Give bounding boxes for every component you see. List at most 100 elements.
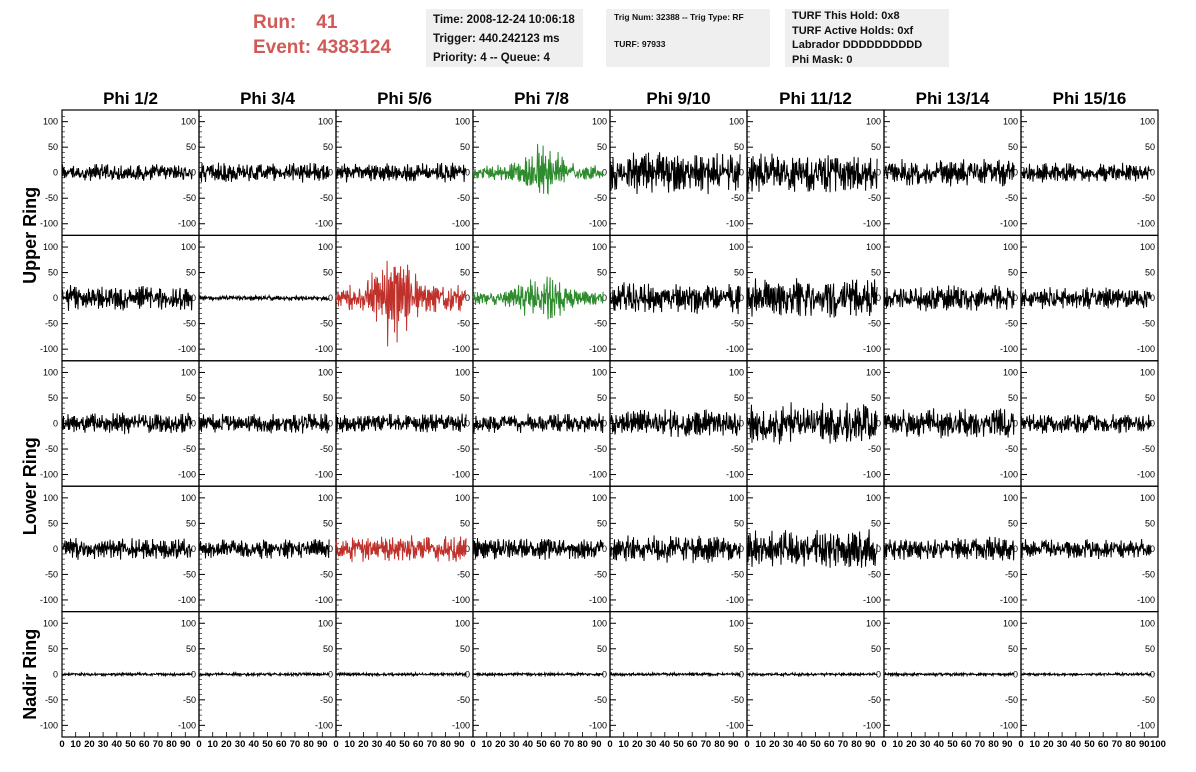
y-tick-label: -100 xyxy=(40,595,58,605)
y-tick-label: 100 xyxy=(592,242,607,252)
waveform-trace xyxy=(883,158,1015,187)
y-tick-label: 0 xyxy=(876,419,881,429)
y-tick-label: 50 xyxy=(323,393,333,403)
y-tick-label: 100 xyxy=(729,367,744,377)
waveform-trace xyxy=(883,536,1015,561)
x-tick-label: 80 xyxy=(303,739,314,750)
y-tick-label: -50 xyxy=(183,695,196,705)
y-tick-label: 0 xyxy=(1013,168,1018,178)
x-tick-label: 60 xyxy=(413,739,424,750)
y-tick-label: -100 xyxy=(452,219,470,229)
y-tick-label: -100 xyxy=(40,344,58,354)
turf-hold-line: TURF This Hold: 0x8 xyxy=(792,10,900,22)
y-tick-label: -50 xyxy=(868,695,881,705)
y-tick-label: -50 xyxy=(594,444,607,454)
waveform-trace xyxy=(335,162,467,183)
y-tick-label: 50 xyxy=(48,644,58,654)
run-event-info: Run: 41 Event: 4383124 xyxy=(253,10,391,60)
x-tick-label: 80 xyxy=(577,739,588,750)
y-tick-label: 100 xyxy=(866,367,881,377)
x-tick-label: 0 xyxy=(196,739,201,750)
waveform-trace xyxy=(609,535,741,564)
x-tick-label: 10 xyxy=(1029,739,1040,750)
y-tick-label: 100 xyxy=(43,618,58,628)
priority-line: Priority: 4 -- Queue: 4 xyxy=(433,52,550,64)
y-tick-label: 100 xyxy=(1140,117,1155,127)
x-tick-label: 20 xyxy=(358,739,369,750)
y-tick-label: 50 xyxy=(734,393,744,403)
y-tick-label: 50 xyxy=(186,518,196,528)
y-tick-label: 0 xyxy=(602,293,607,303)
y-tick-label: 100 xyxy=(181,493,196,503)
y-tick-label: 100 xyxy=(318,117,333,127)
y-tick-label: 0 xyxy=(1150,544,1155,554)
y-tick-label: -50 xyxy=(183,319,196,329)
y-tick-label: 50 xyxy=(48,518,58,528)
x-tick-label: 90 xyxy=(1139,739,1150,750)
y-tick-label: -50 xyxy=(594,569,607,579)
x-tick-label: 30 xyxy=(646,739,657,750)
waveform-trace xyxy=(61,537,193,560)
y-tick-label: -100 xyxy=(863,219,881,229)
waveform-trace xyxy=(609,409,741,438)
y-tick-label: 0 xyxy=(1013,544,1018,554)
y-tick-label: 0 xyxy=(191,168,196,178)
waveform-trace xyxy=(472,537,604,560)
y-tick-label: 0 xyxy=(876,293,881,303)
y-tick-label: 50 xyxy=(1008,644,1018,654)
y-tick-label: 100 xyxy=(455,493,470,503)
x-tick-label: 90 xyxy=(317,739,328,750)
y-tick-label: -50 xyxy=(45,444,58,454)
y-tick-label: 100 xyxy=(866,117,881,127)
y-tick-label: -100 xyxy=(726,344,744,354)
y-tick-label: 0 xyxy=(53,544,58,554)
y-tick-label: -50 xyxy=(320,569,333,579)
waveform-trace xyxy=(609,282,741,315)
x-tick-label: 10 xyxy=(344,739,355,750)
y-tick-label: 100 xyxy=(592,493,607,503)
y-tick-label: 0 xyxy=(1013,419,1018,429)
y-tick-label: 100 xyxy=(592,117,607,127)
x-tick-label: 50 xyxy=(125,739,136,750)
x-tick-label: 80 xyxy=(988,739,999,750)
y-tick-label: -100 xyxy=(589,219,607,229)
y-tick-label: -50 xyxy=(457,319,470,329)
y-tick-label: -50 xyxy=(1005,695,1018,705)
y-tick-label: -100 xyxy=(1000,595,1018,605)
y-tick-label: 0 xyxy=(465,293,470,303)
x-tick-label: 70 xyxy=(701,739,712,750)
y-tick-label: -100 xyxy=(1000,720,1018,730)
waveform-trace xyxy=(198,671,330,678)
y-tick-label: 50 xyxy=(734,644,744,654)
y-tick-label: 0 xyxy=(602,168,607,178)
y-tick-label: -100 xyxy=(863,344,881,354)
x-tick-label: 60 xyxy=(550,739,561,750)
x-tick-label: 20 xyxy=(769,739,780,750)
y-tick-label: 0 xyxy=(602,544,607,554)
waveform-trace xyxy=(883,408,1015,439)
y-tick-label: -100 xyxy=(1137,595,1155,605)
waveform-trace xyxy=(336,671,467,678)
y-tick-label: 50 xyxy=(186,644,196,654)
x-tick-label: 40 xyxy=(660,739,671,750)
y-tick-label: -50 xyxy=(731,695,744,705)
run-label: Run: xyxy=(253,12,297,33)
waveform-trace xyxy=(472,671,604,678)
y-tick-label: -100 xyxy=(1137,720,1155,730)
column-header: Phi 9/10 xyxy=(646,89,710,108)
y-tick-label: 0 xyxy=(53,293,58,303)
y-tick-label: 50 xyxy=(1008,518,1018,528)
y-tick-label: 100 xyxy=(1003,117,1018,127)
y-tick-label: -50 xyxy=(594,695,607,705)
x-tick-label: 90 xyxy=(865,739,876,750)
y-tick-label: 100 xyxy=(592,618,607,628)
ring-label: Nadir Ring xyxy=(20,629,40,720)
y-tick-label: 0 xyxy=(739,419,744,429)
x-tick-label: 20 xyxy=(221,739,232,750)
y-tick-label: -100 xyxy=(452,595,470,605)
y-tick-label: 0 xyxy=(191,419,196,429)
y-tick-label: 100 xyxy=(866,493,881,503)
phi-mask-line: Phi Mask: 0 xyxy=(792,53,853,66)
y-tick-label: 100 xyxy=(729,242,744,252)
y-tick-label: -100 xyxy=(1137,470,1155,480)
